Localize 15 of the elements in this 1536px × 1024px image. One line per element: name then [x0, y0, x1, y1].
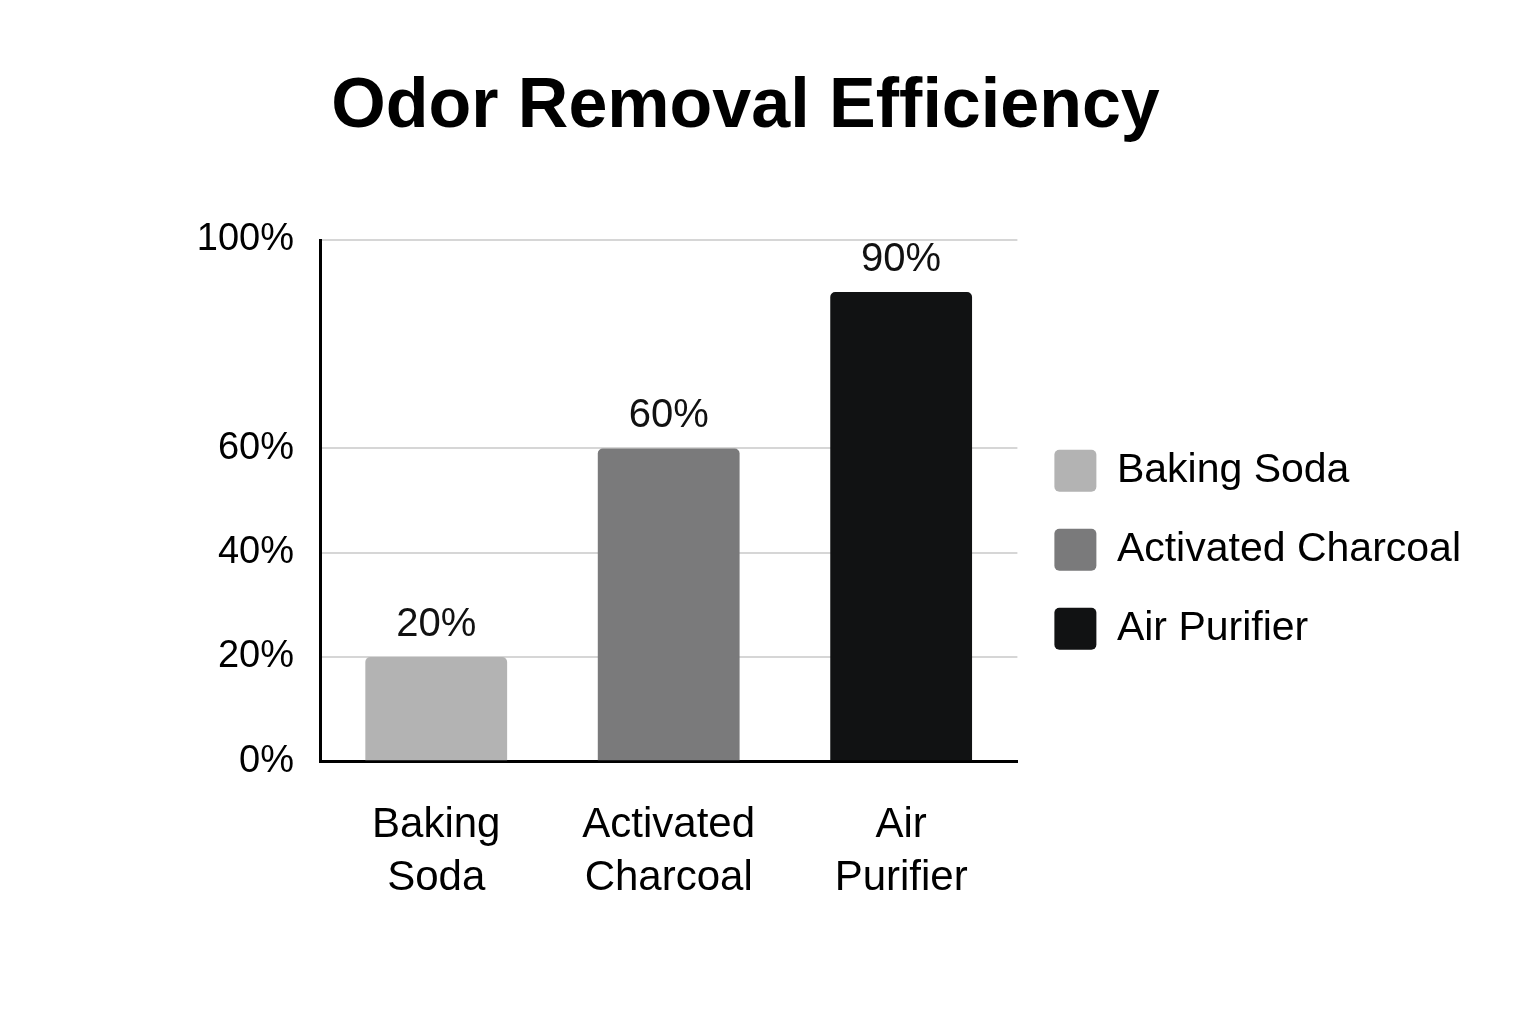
- y-tick-label: 40%: [217, 529, 294, 572]
- chart-title: Odor Removal Efficiency: [331, 64, 1160, 143]
- y-tick-label: 100%: [196, 216, 294, 259]
- data-label: 60%: [628, 391, 709, 436]
- y-tick-label: 60%: [217, 424, 294, 467]
- x-tick-label: Activated Charcoal: [582, 799, 756, 900]
- y-tick-label: 20%: [217, 633, 294, 676]
- legend-label: Baking Soda: [1116, 444, 1350, 491]
- x-tick-label: Baking Soda: [372, 799, 501, 900]
- legend-label: Activated Charcoal: [1116, 523, 1462, 570]
- data-label: 20%: [396, 599, 477, 644]
- y-tick-label: 0%: [239, 737, 294, 780]
- data-label: 90%: [861, 235, 942, 280]
- legend-label: Air Purifier: [1116, 602, 1309, 649]
- x-tick-label: Air Purifier: [834, 799, 968, 900]
